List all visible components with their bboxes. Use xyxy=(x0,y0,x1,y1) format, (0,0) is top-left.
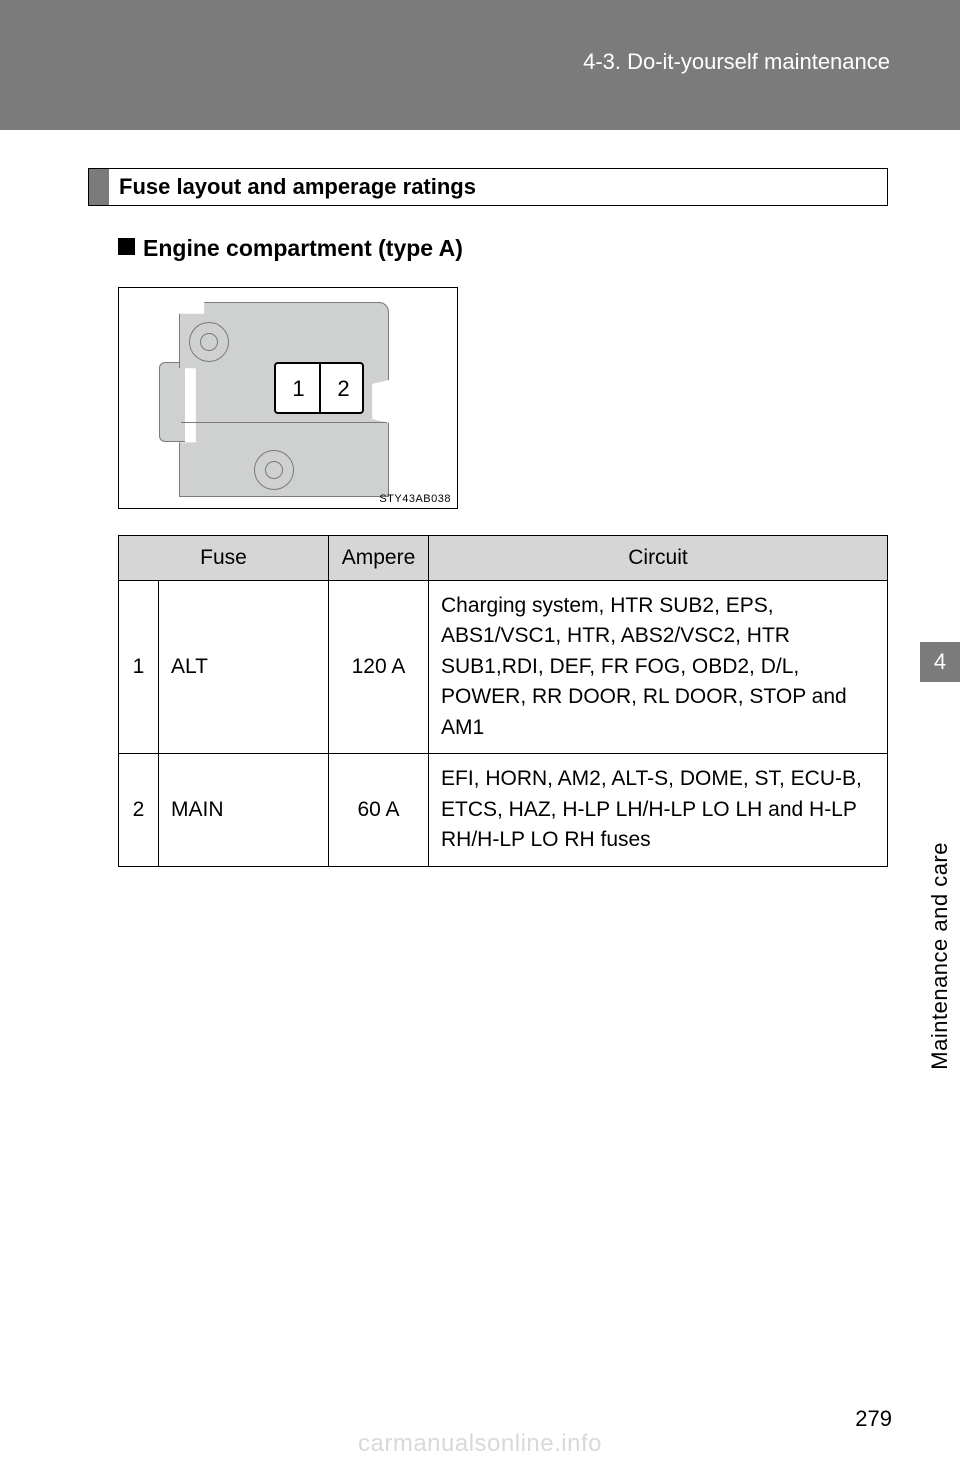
side-tab-chapter-num: 4 xyxy=(920,642,960,682)
page-root: 4-3. Do-it-yourself maintenance Fuse lay… xyxy=(0,0,960,1484)
cell-name: ALT xyxy=(159,581,329,754)
cell-num: 2 xyxy=(119,754,159,866)
side-tab: 4 Maintenance and care xyxy=(920,642,960,1342)
diagram-left-notch xyxy=(159,362,185,442)
cell-ampere: 60 A xyxy=(329,754,429,866)
cell-ampere: 120 A xyxy=(329,581,429,754)
col-fuse: Fuse xyxy=(119,536,329,581)
bolt-icon xyxy=(254,450,294,490)
bullet-square-icon xyxy=(118,238,135,255)
fuse-diagram-frame: 1 2 STY43AB038 xyxy=(118,287,458,509)
section-title: Fuse layout and amperage ratings xyxy=(119,174,476,200)
bolt-icon xyxy=(189,322,229,362)
subsection-title-text: Engine compartment (type A) xyxy=(143,235,463,261)
fuse-table: Fuse Ampere Circuit 1 ALT 120 A Charging… xyxy=(118,535,888,867)
table-header-row: Fuse Ampere Circuit xyxy=(119,536,888,581)
cell-num: 1 xyxy=(119,581,159,754)
section-tab-accent xyxy=(89,169,109,205)
col-circuit: Circuit xyxy=(429,536,888,581)
fuse-slot-pair: 1 2 xyxy=(274,362,364,414)
col-ampere: Ampere xyxy=(329,536,429,581)
chapter-title: 4-3. Do-it-yourself maintenance xyxy=(583,49,890,75)
diagram-ridge-line xyxy=(181,422,387,423)
table-row: 2 MAIN 60 A EFI, HORN, AM2, ALT-S, DOME,… xyxy=(119,754,888,866)
bolt-inner-icon xyxy=(265,461,283,479)
bolt-inner-icon xyxy=(200,333,218,351)
figure-code: STY43AB038 xyxy=(379,493,451,505)
cell-name: MAIN xyxy=(159,754,329,866)
table-row: 1 ALT 120 A Charging system, HTR SUB2, E… xyxy=(119,581,888,754)
subsection-title: Engine compartment (type A) xyxy=(118,235,463,262)
section-title-bar: Fuse layout and amperage ratings xyxy=(88,168,888,206)
side-tab-label: Maintenance and care xyxy=(927,842,953,1070)
fuse-slot-label-1: 1 xyxy=(276,376,321,402)
page-number: 279 xyxy=(855,1406,892,1432)
cell-circuit: EFI, HORN, AM2, ALT-S, DOME, ST, ECU-B, … xyxy=(429,754,888,866)
header-band: 4-3. Do-it-yourself maintenance xyxy=(0,0,960,130)
cell-circuit: Charging system, HTR SUB2, EPS, ABS1/VSC… xyxy=(429,581,888,754)
fuse-slot-label-2: 2 xyxy=(321,376,366,402)
fuse-diagram: 1 2 xyxy=(159,302,389,497)
watermark-text: carmanualsonline.info xyxy=(0,1430,960,1458)
